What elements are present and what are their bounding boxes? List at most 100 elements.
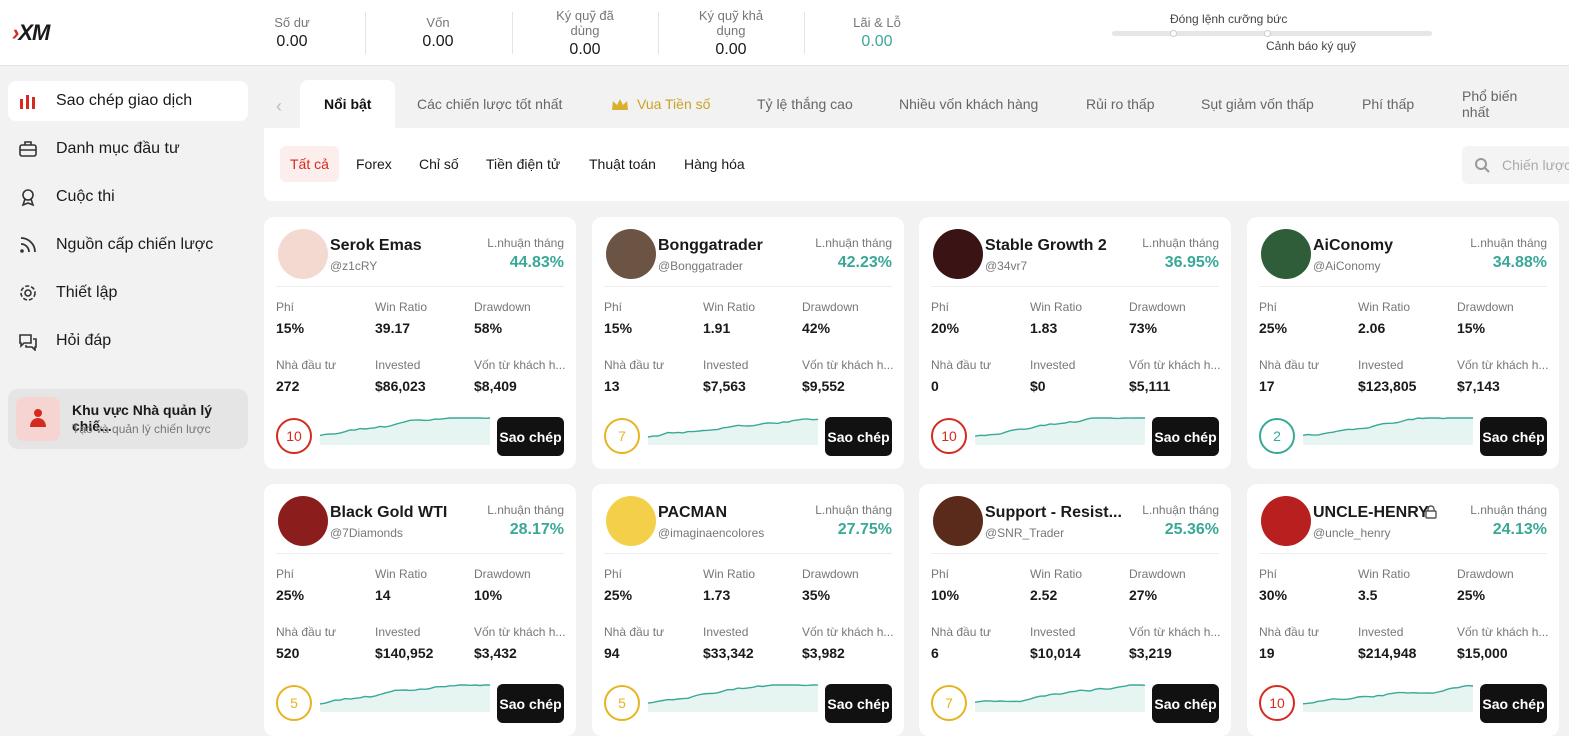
stat-label: Vốn từ khách h... (1457, 625, 1549, 639)
tab[interactable]: Nổi bật (300, 80, 396, 128)
sidebar-icon (21, 189, 35, 207)
stat-value: 25% (276, 587, 305, 603)
profit-value: 42.23% (837, 254, 892, 271)
sidebar-item[interactable]: Thiết lập (8, 273, 248, 313)
strategy-card[interactable]: PACMAN @imaginaencolores L.nhuận tháng 27.7… (592, 484, 904, 736)
copy-button[interactable]: Sao chép (825, 417, 892, 456)
stat-value: 94 (604, 645, 620, 661)
profit-label: L.nhuận tháng (815, 503, 892, 517)
tab-label: Sụt giảm vốn thấp (1201, 96, 1314, 112)
sidebar-item[interactable]: Danh mục đầu tư (8, 129, 248, 169)
tab[interactable]: Tỷ lệ thắng cao (733, 80, 877, 128)
marker (1170, 30, 1177, 37)
profit-value: 44.83% (509, 254, 564, 271)
strategy-card[interactable]: Stable Growth 2 @34vr7 L.nhuận tháng 36.95%… (919, 217, 1231, 469)
tab[interactable]: Vua Tiền số (587, 80, 734, 128)
stat-value: $123,805 (1358, 378, 1417, 394)
stat-value: 39.17 (375, 320, 411, 336)
tab[interactable]: Nhiều vốn khách hàng (875, 80, 1062, 128)
stat-label: Phí (604, 300, 623, 314)
strategy-name: Stable Growth 2 (985, 237, 1107, 254)
stat-value: 0 (931, 378, 939, 394)
filter-chip[interactable]: Chỉ số (419, 156, 459, 172)
stat-label: Win Ratio (703, 567, 756, 581)
sparkline (320, 417, 490, 445)
strategy-card[interactable]: Bonggatrader @Bonggatrader L.nhuận tháng 42… (592, 217, 904, 469)
sidebar-item[interactable]: Nguồn cấp chiến lược (8, 225, 248, 265)
copy-button[interactable]: Sao chép (1480, 684, 1547, 723)
copy-button[interactable]: Sao chép (825, 684, 892, 723)
search-icon (1475, 158, 1490, 173)
strategy-card[interactable]: Serok Emas @z1cRY L.nhuận tháng 44.83% Phí 15… (264, 217, 576, 469)
stat-value: 58% (474, 320, 503, 336)
stat-value: $8,409 (474, 378, 517, 394)
manager-title: Khu vực Nhà quản lý chiế... (72, 402, 213, 434)
search-box[interactable]: Chiến lược (1462, 146, 1569, 184)
tab[interactable]: Phí thấp (1338, 80, 1438, 128)
copy-button[interactable]: Sao chép (497, 417, 564, 456)
tab[interactable]: Phổ biến nhất (1438, 80, 1569, 128)
filter-chip[interactable]: Forex (356, 156, 392, 172)
strategy-card[interactable]: AiConomy @AiConomy L.nhuận tháng 34.88% Phí 2… (1247, 217, 1559, 469)
stat-value: 2.06 (1358, 320, 1386, 336)
sidebar-item[interactable]: Sao chép giao dịch (8, 81, 248, 121)
avatar (606, 229, 656, 279)
card-divider (931, 553, 1219, 554)
avatar (1261, 496, 1311, 546)
sparkline (320, 684, 490, 712)
sidebar-item[interactable]: Hỏi đáp (8, 321, 248, 361)
filter-chip[interactable]: Tiền điện tử (486, 156, 561, 172)
filter-chip[interactable]: Thuật toán (589, 156, 656, 172)
sidebar-icon (20, 95, 35, 109)
stat-label: Phí (276, 567, 295, 581)
copy-button[interactable]: Sao chép (1152, 684, 1219, 723)
stat-value: $7,143 (1457, 378, 1500, 394)
filter-chip[interactable]: Hàng hóa (684, 156, 745, 172)
strategy-card[interactable]: UNCLE-HENRY @uncle_henry L.nhuận tháng 24.1… (1247, 484, 1559, 736)
filter-chip[interactable]: Tất cả (280, 146, 339, 182)
stat-value: 6 (931, 645, 939, 661)
stat: Số dư 0.00 (219, 6, 365, 60)
card-divider (604, 286, 892, 287)
copy-button[interactable]: Sao chép (1152, 417, 1219, 456)
stat-label: Nhà đầu tư (604, 625, 665, 639)
sidebar-label: Nguồn cấp chiến lược (56, 236, 214, 253)
stat-value: 0.00 (861, 33, 893, 50)
strategy-card[interactable]: Support - Resist... @SNR_Trader L.nhuận th… (919, 484, 1231, 736)
header: ›XM Đóng lệnh cưỡng bức Cảnh báo ký quỹ … (0, 0, 1569, 66)
manager-area[interactable]: Khu vực Nhà quản lý chiế... Tạo và quản l… (8, 389, 248, 449)
sparkline (975, 417, 1145, 445)
card-divider (604, 553, 892, 554)
tab-label: Nhiều vốn khách hàng (899, 96, 1039, 112)
profit-value: 36.95% (1164, 254, 1219, 271)
stat-value: 0.00 (715, 40, 747, 58)
profit-label: L.nhuận tháng (1470, 503, 1547, 517)
stat-label: Phí (1259, 567, 1278, 581)
stat-value: 15% (604, 320, 633, 336)
profit-value: 28.17% (509, 521, 564, 538)
tab-prev[interactable]: ‹ (276, 96, 282, 116)
avatar (933, 496, 983, 546)
sidebar-item[interactable]: Cuộc thi (8, 177, 248, 217)
copy-button[interactable]: Sao chép (1480, 417, 1547, 456)
stat-label: Nhà đầu tư (931, 625, 992, 639)
copy-button[interactable]: Sao chép (497, 684, 564, 723)
strategy-card[interactable]: Black Gold WTI @7Diamonds L.nhuận tháng 28.… (264, 484, 576, 736)
stat-value: 30% (1259, 587, 1288, 603)
stat-value: $15,000 (1457, 645, 1508, 661)
tab[interactable]: Rủi ro thấp (1062, 80, 1178, 128)
sidebar-label: Hỏi đáp (56, 332, 112, 349)
logo[interactable]: ›XM (12, 20, 50, 45)
stat-label: Vốn từ khách h... (802, 625, 894, 639)
tab[interactable]: Sụt giảm vốn thấp (1177, 80, 1338, 128)
profit-value: 25.36% (1164, 521, 1219, 538)
tab[interactable]: Các chiến lược tốt nhất (393, 80, 586, 128)
strategy-name: Serok Emas (330, 237, 422, 254)
risk-score: 10 (1259, 685, 1295, 721)
stat-value: 272 (276, 378, 300, 394)
strategy-handle: @AiConomy (1313, 259, 1381, 273)
stat-label: Win Ratio (1030, 300, 1083, 314)
strategy-handle: @uncle_henry (1313, 526, 1391, 540)
stat-value: 0.00 (276, 33, 308, 50)
stat-label: Drawdown (1129, 567, 1186, 581)
